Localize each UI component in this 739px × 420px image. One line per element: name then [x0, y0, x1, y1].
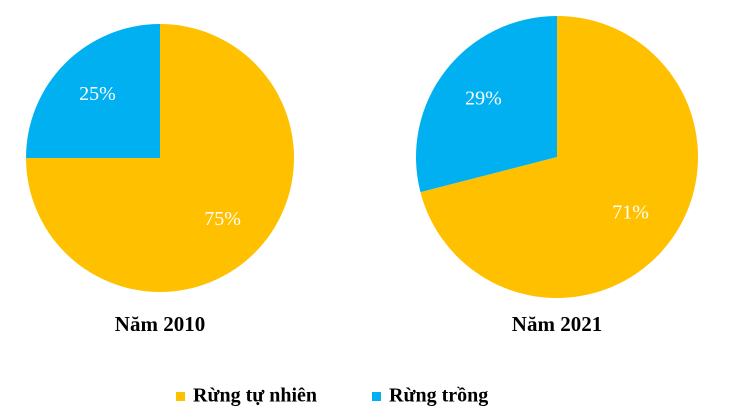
pie-slice: [420, 16, 698, 298]
chart-title: Năm 2010: [115, 312, 205, 336]
value-label: 71%: [612, 202, 649, 224]
pie-slice: [415, 16, 557, 193]
legend-label: Rừng tự nhiên: [193, 385, 317, 407]
value-label: 29%: [465, 88, 502, 110]
legend-swatch: [372, 392, 381, 401]
pie-slice: [26, 24, 160, 158]
legend-swatch: [176, 392, 185, 401]
value-label: 25%: [79, 83, 116, 105]
legend-label: Rừng trồng: [389, 385, 488, 407]
chart-title: Năm 2021: [512, 312, 602, 336]
value-label: 75%: [204, 208, 241, 230]
